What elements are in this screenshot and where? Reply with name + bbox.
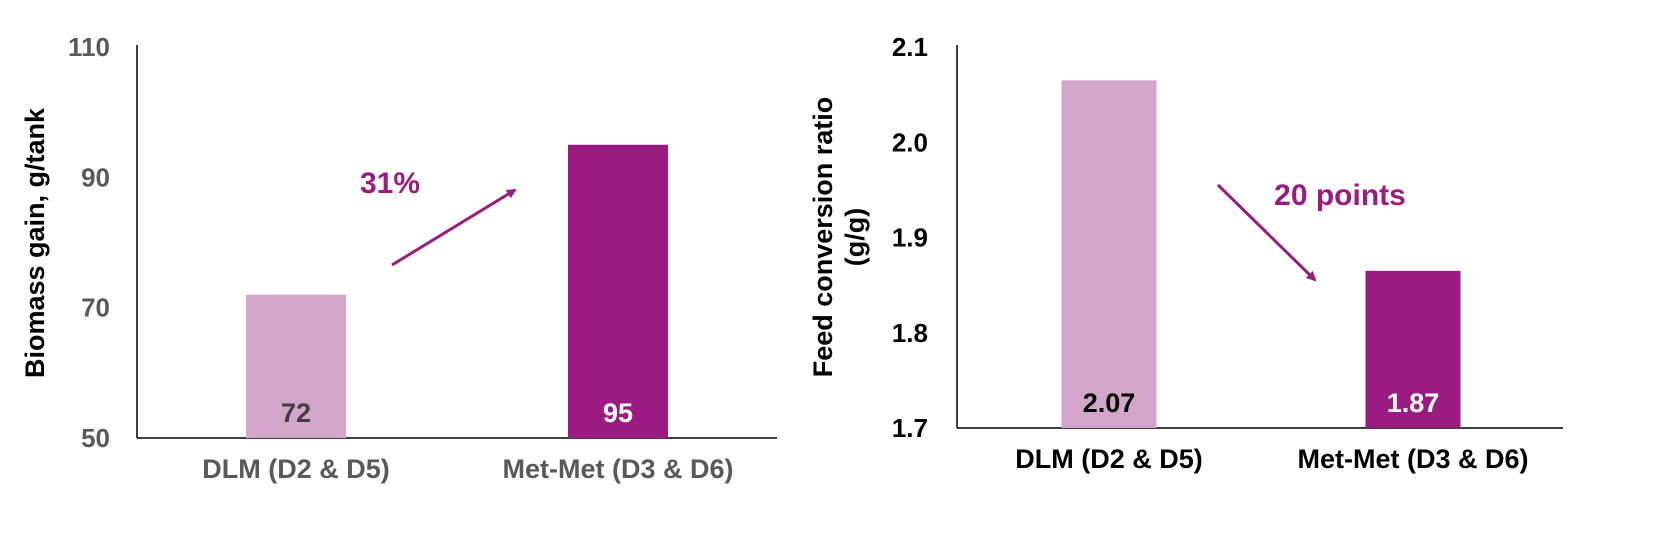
data-label: 2.07 <box>1083 388 1136 418</box>
y-tick-label: 1.9 <box>892 223 928 253</box>
y-tick-label: 70 <box>81 293 110 323</box>
annotation-text: 31% <box>360 167 420 200</box>
y-axis-label-line: Feed conversion ratio <box>808 97 838 378</box>
data-label: 72 <box>281 398 311 428</box>
y-tick-label: 90 <box>81 162 110 192</box>
y-tick-label: 1.7 <box>892 413 928 443</box>
y-axis-label-line: Biomass gain, g/tank <box>20 107 50 378</box>
y-axis-label: Feed conversion ratio(g/g) <box>808 97 870 378</box>
category-label: DLM (D2 & D5) <box>1015 444 1203 474</box>
chart-1: 50 70 90 110 Biomass gain, g/tank 72 DLM (D2 &… <box>20 32 777 484</box>
bar-2 <box>568 144 668 438</box>
annotation-arrow <box>391 188 517 267</box>
y-tick-label: 2.0 <box>892 127 928 157</box>
bar-1 <box>1061 80 1157 429</box>
chart-2: 1.7 1.8 1.9 2.0 2.1 Feed conversion ratio(g/g… <box>808 32 1563 474</box>
category-label: Met-Met (D3 & D6) <box>502 454 733 484</box>
category-label: Met-Met (D3 & D6) <box>1297 444 1528 474</box>
bar-2 <box>1365 270 1461 428</box>
y-tick-label: 1.8 <box>892 318 928 348</box>
y-axis-label-line: (g/g) <box>840 208 870 266</box>
y-axis-label: Biomass gain, g/tank <box>20 107 50 378</box>
annotation-arrow <box>1216 183 1317 282</box>
y-tick-label: 2.1 <box>892 32 928 62</box>
y-tick-label: 110 <box>68 32 110 62</box>
category-label: DLM (D2 & D5) <box>202 454 390 484</box>
data-label: 95 <box>603 398 633 428</box>
y-tick-label: 50 <box>81 423 110 453</box>
bar-1 <box>246 294 346 438</box>
annotation-text: 20 points <box>1274 179 1406 212</box>
data-label: 1.87 <box>1387 388 1440 418</box>
